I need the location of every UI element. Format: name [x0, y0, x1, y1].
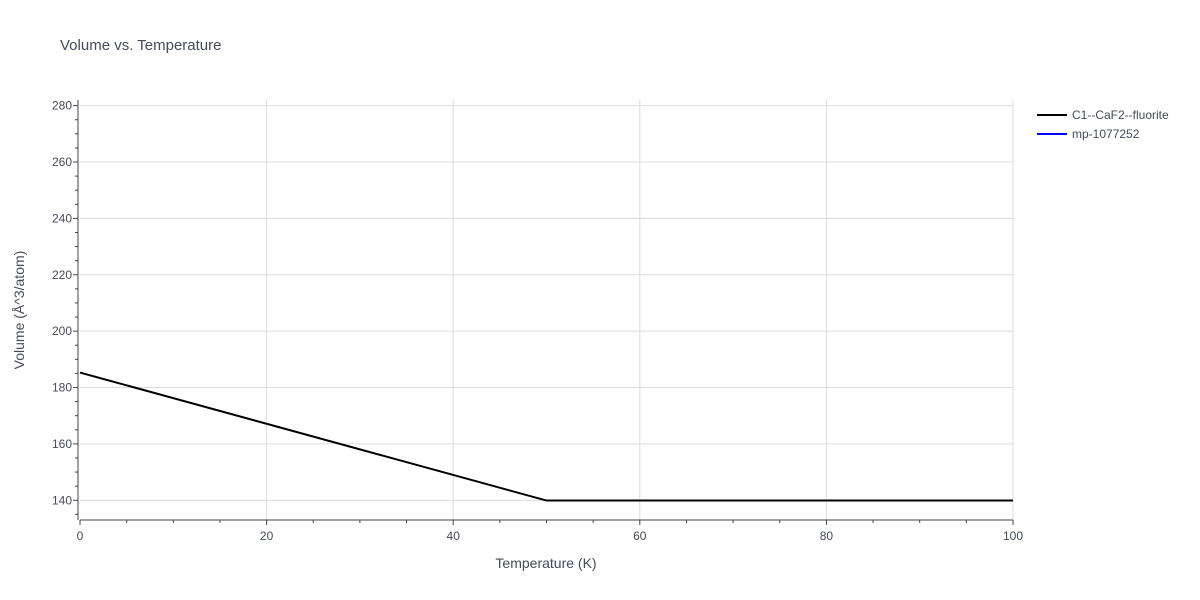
x-tick-label: 80	[820, 529, 834, 543]
chart-title: Volume vs. Temperature	[60, 37, 221, 54]
series-line-0	[79, 371, 1013, 502]
series-layer	[79, 371, 1013, 502]
y-tick-label: 280	[52, 99, 72, 113]
y-tick-label: 240	[52, 211, 72, 225]
x-tick-label: 20	[260, 529, 274, 543]
x-axis-label: Temperature (K)	[495, 555, 596, 571]
y-tick-label: 200	[52, 324, 72, 338]
y-axis-label: Volume (Å^3/atom)	[11, 251, 27, 370]
legend[interactable]: C1--CaF2--fluorite mp-1077252	[1037, 108, 1169, 141]
grid	[80, 100, 1014, 520]
legend-item-0[interactable]: C1--CaF2--fluorite	[1037, 108, 1169, 122]
legend-label: C1--CaF2--fluorite	[1072, 108, 1169, 122]
y-tick-label: 140	[52, 493, 72, 507]
legend-item-1[interactable]: mp-1077252	[1037, 127, 1140, 141]
x-tick-label: 100	[1003, 529, 1023, 543]
y-tick-label: 180	[52, 381, 72, 395]
legend-label: mp-1077252	[1072, 127, 1140, 141]
y-tick-label: 160	[52, 437, 72, 451]
x-tick-label: 60	[633, 529, 647, 543]
axes: 0 20 40 60 80 100 140 160 180 200 220 240 260 280	[52, 99, 1023, 543]
y-tick-label: 220	[52, 268, 72, 282]
x-tick-label: 40	[447, 529, 461, 543]
x-tick-label: 0	[77, 529, 84, 543]
y-tick-label: 260	[52, 155, 72, 169]
